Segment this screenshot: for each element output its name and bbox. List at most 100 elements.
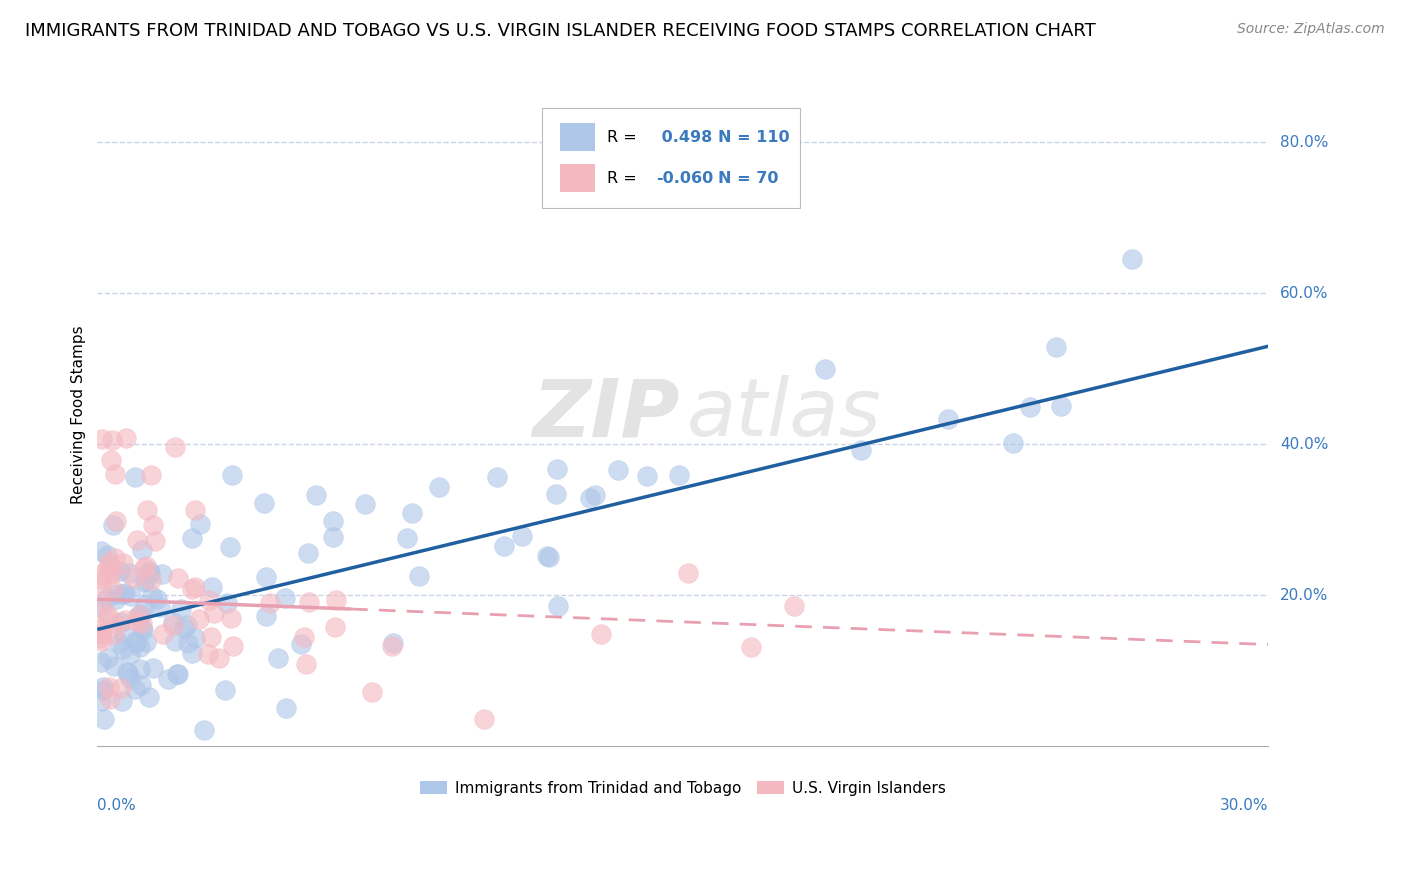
Point: [546, 487, 568, 501]
Point: [546, 462, 568, 476]
Point: [90, 566, 112, 581]
Point: [221, 467, 243, 482]
Point: [112, 587, 135, 601]
Text: R =: R =: [607, 129, 641, 145]
Y-axis label: Receiving Food Stamps: Receiving Food Stamps: [72, 325, 86, 503]
Point: [636, 469, 658, 483]
Point: [170, 602, 193, 616]
Point: [131, 621, 153, 635]
Text: atlas: atlas: [686, 376, 882, 453]
Point: [181, 646, 204, 660]
Point: [143, 534, 166, 549]
Point: [97, 559, 120, 574]
Point: [112, 628, 135, 642]
Point: [136, 503, 159, 517]
Point: [90, 576, 112, 591]
Point: [583, 488, 606, 502]
Point: [93, 712, 115, 726]
Point: [1121, 252, 1143, 267]
Point: [122, 571, 145, 585]
Point: [512, 529, 534, 543]
Point: [118, 566, 141, 580]
Point: [90, 572, 112, 586]
Point: [132, 623, 155, 637]
Point: [90, 694, 112, 708]
Point: [135, 559, 157, 574]
Point: [173, 621, 195, 635]
Point: [408, 569, 430, 583]
Point: [128, 662, 150, 676]
Point: [135, 574, 157, 588]
Point: [138, 690, 160, 704]
Point: [536, 549, 558, 563]
Point: [579, 491, 602, 505]
Point: [138, 564, 160, 578]
Point: [111, 694, 134, 708]
Point: [105, 587, 128, 601]
Point: [108, 635, 131, 649]
Point: [208, 650, 231, 665]
Point: [427, 480, 450, 494]
Point: [547, 599, 569, 613]
Point: [494, 539, 516, 553]
Point: [98, 691, 121, 706]
Point: [110, 615, 132, 629]
Point: [97, 607, 120, 622]
Point: [97, 680, 120, 694]
Point: [184, 580, 207, 594]
Point: [740, 640, 762, 654]
Point: [395, 531, 418, 545]
Point: [290, 637, 312, 651]
Point: [90, 631, 112, 645]
Point: [214, 682, 236, 697]
Text: 60.0%: 60.0%: [1279, 285, 1329, 301]
Point: [128, 640, 150, 655]
Point: [103, 627, 125, 641]
Point: [103, 517, 125, 532]
Point: [120, 671, 142, 685]
Point: [152, 627, 174, 641]
Point: [128, 608, 150, 623]
Point: [606, 463, 628, 477]
Point: [537, 549, 560, 564]
Point: [254, 570, 277, 584]
Point: [176, 618, 198, 632]
Point: [131, 615, 153, 630]
Point: [219, 540, 242, 554]
Point: [193, 723, 215, 738]
Point: [90, 622, 112, 636]
Point: [149, 600, 172, 615]
Text: ZIP: ZIP: [531, 376, 679, 453]
Point: [125, 636, 148, 650]
Text: 30.0%: 30.0%: [1220, 797, 1268, 813]
Point: [104, 514, 127, 528]
Text: 40.0%: 40.0%: [1279, 437, 1329, 452]
Point: [96, 591, 118, 605]
Point: [1002, 436, 1025, 450]
Point: [90, 627, 112, 641]
Point: [96, 549, 118, 563]
Point: [162, 618, 184, 632]
Point: [322, 514, 344, 528]
Point: [222, 639, 245, 653]
Point: [104, 592, 127, 607]
Point: [101, 564, 124, 578]
Point: [125, 614, 148, 628]
FancyBboxPatch shape: [560, 123, 595, 151]
Point: [114, 586, 136, 600]
Point: [163, 633, 186, 648]
Point: [139, 573, 162, 587]
Point: [188, 516, 211, 531]
Text: N = 70: N = 70: [718, 170, 779, 186]
Point: [361, 685, 384, 699]
Point: [90, 634, 112, 648]
Text: R =: R =: [607, 170, 641, 186]
Point: [110, 681, 132, 696]
Point: [176, 636, 198, 650]
Point: [259, 596, 281, 610]
Point: [120, 589, 142, 603]
Point: [486, 470, 509, 484]
Point: [115, 432, 138, 446]
Point: [104, 616, 127, 631]
Point: [146, 592, 169, 607]
